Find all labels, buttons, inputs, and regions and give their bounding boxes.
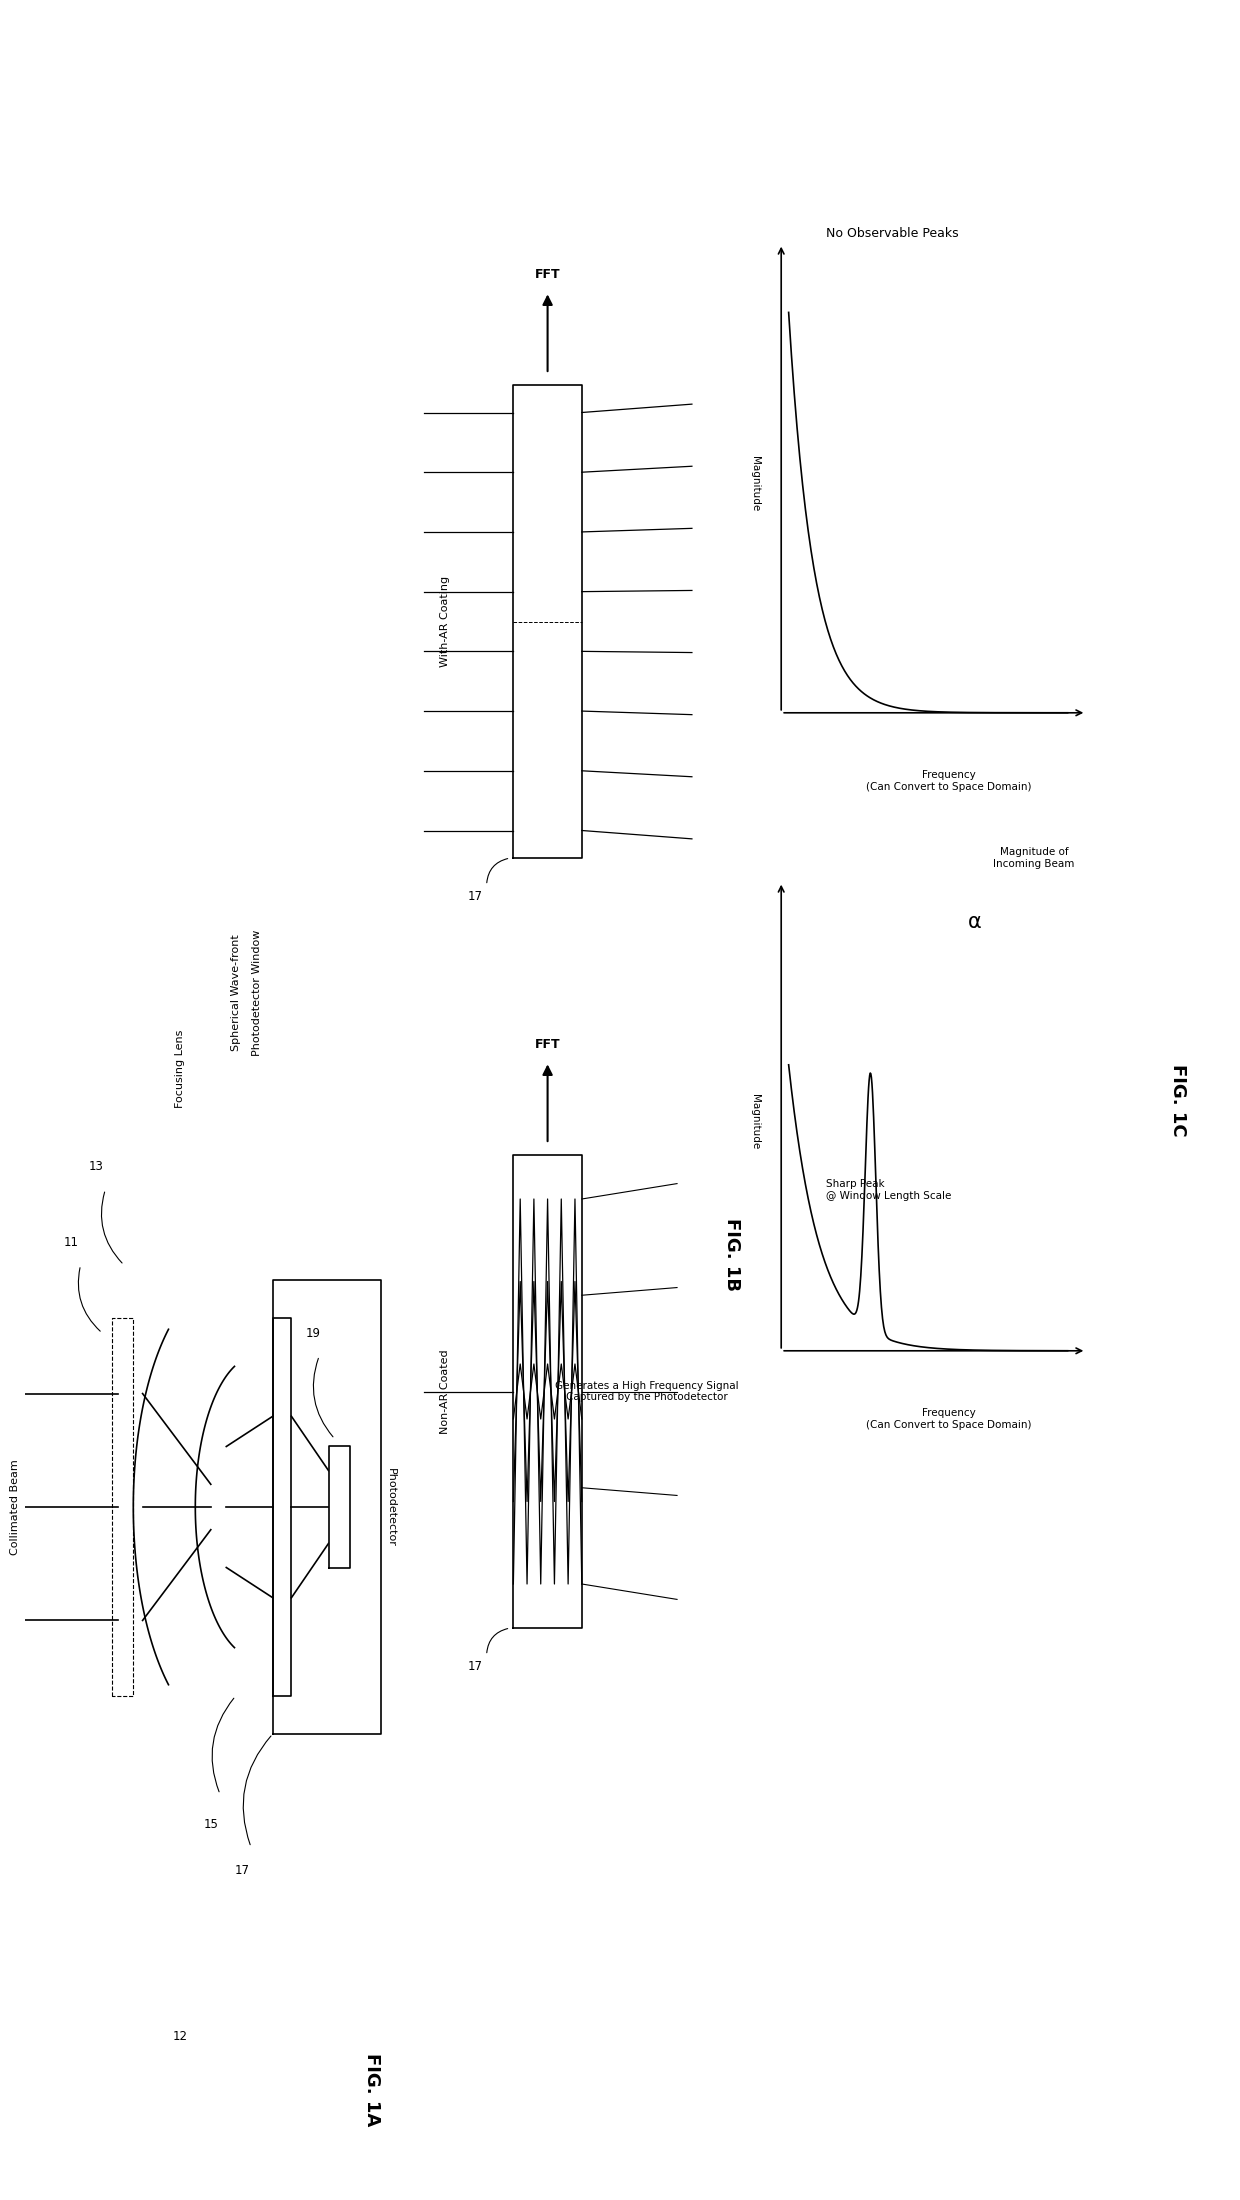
Text: Focusing Lens: Focusing Lens: [175, 1030, 185, 1107]
Text: 13: 13: [89, 1159, 103, 1173]
Text: 17: 17: [467, 1661, 482, 1672]
Text: Photodetector: Photodetector: [386, 1467, 396, 1547]
Text: Magnitude: Magnitude: [750, 455, 760, 513]
Text: No Observable Peaks: No Observable Peaks: [827, 227, 959, 240]
Text: 15: 15: [203, 1817, 218, 1830]
Text: Non-AR Coated: Non-AR Coated: [440, 1349, 450, 1434]
Text: 17: 17: [467, 891, 482, 902]
Text: 11: 11: [63, 1236, 79, 1250]
Polygon shape: [329, 1448, 351, 1566]
Text: Frequency
(Can Convert to Space Domain): Frequency (Can Convert to Space Domain): [866, 1408, 1032, 1430]
Text: With-AR Coating: With-AR Coating: [440, 576, 450, 667]
Text: FIG. 1B: FIG. 1B: [723, 1217, 740, 1291]
Text: Magnitude: Magnitude: [750, 1093, 760, 1151]
Text: Magnitude of
Incoming Beam: Magnitude of Incoming Beam: [993, 847, 1075, 869]
Text: Collimated Beam: Collimated Beam: [10, 1459, 21, 1555]
Text: 12: 12: [172, 2031, 187, 2044]
Text: Photodetector Window: Photodetector Window: [252, 931, 263, 1056]
Text: FFT: FFT: [534, 1038, 560, 1052]
Text: FIG. 1C: FIG. 1C: [1169, 1063, 1187, 1137]
Text: Generates a High Frequency Signal
Captured by the Photodetector: Generates a High Frequency Signal Captur…: [556, 1382, 739, 1401]
Text: 17: 17: [234, 1863, 249, 1877]
Text: α: α: [967, 911, 982, 933]
Text: FIG. 1A: FIG. 1A: [363, 2053, 381, 2127]
Text: Frequency
(Can Convert to Space Domain): Frequency (Can Convert to Space Domain): [866, 770, 1032, 792]
Text: 19: 19: [305, 1327, 321, 1340]
Text: Spherical Wave-front: Spherical Wave-front: [231, 935, 241, 1052]
Text: Sharp Peak
@ Window Length Scale: Sharp Peak @ Window Length Scale: [826, 1179, 951, 1201]
Text: FFT: FFT: [534, 268, 560, 282]
